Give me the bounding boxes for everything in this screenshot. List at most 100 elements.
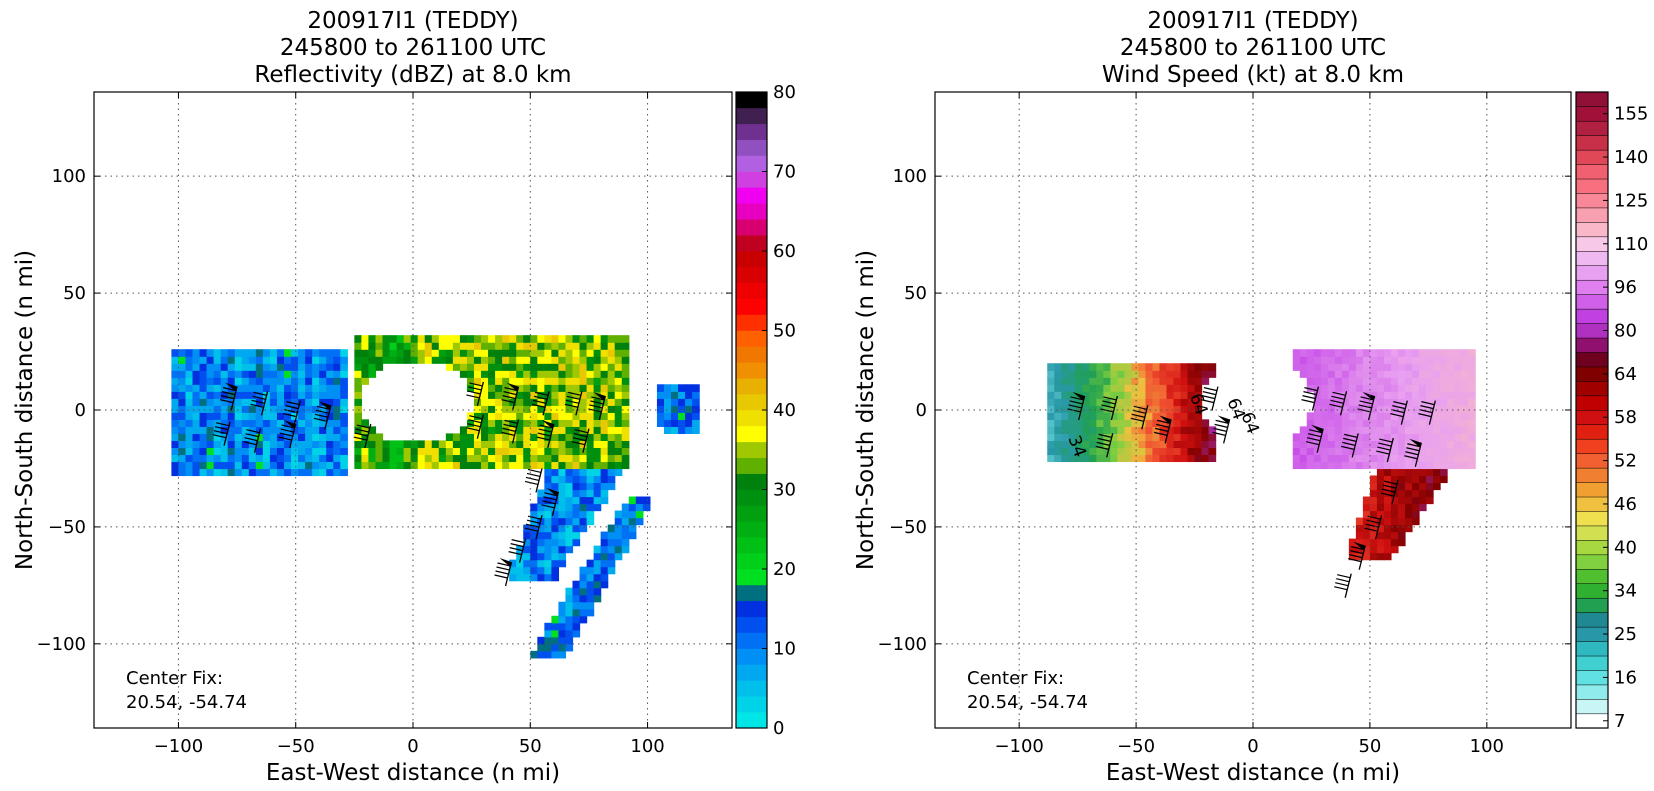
data-cell: [600, 454, 609, 463]
data-cell: [607, 454, 616, 463]
data-cell: [206, 447, 215, 456]
data-cell: [1187, 426, 1196, 434]
colorbar-swatch: [736, 378, 767, 395]
data-cell: [593, 349, 602, 357]
data-cell: [1068, 405, 1076, 413]
colorbar-swatch: [736, 362, 767, 379]
data-cell: [227, 349, 236, 357]
data-cell: [516, 370, 524, 378]
data-cell: [1306, 419, 1315, 427]
data-cell: [565, 377, 574, 385]
data-cell: [1390, 510, 1399, 519]
data-cell: [269, 384, 278, 392]
data-cell: [269, 440, 278, 449]
data-cell: [319, 349, 327, 357]
x-tick-label: 100: [630, 736, 664, 757]
data-cell: [1397, 510, 1406, 519]
data-cell: [565, 615, 574, 624]
data-cell: [192, 426, 201, 434]
data-cell: [551, 412, 560, 420]
data-cell: [283, 391, 292, 399]
data-cell: [1334, 454, 1343, 463]
data-cell: [1383, 433, 1392, 441]
data-cell: [403, 454, 412, 463]
data-cell: [1131, 454, 1140, 463]
data-cell: [1412, 517, 1420, 526]
data-cell: [192, 433, 201, 441]
data-cell: [1173, 454, 1182, 463]
data-cell: [558, 601, 567, 610]
data-cell: [199, 461, 208, 470]
data-cell: [558, 363, 567, 371]
data-cell: [1180, 433, 1189, 441]
data-cell: [551, 356, 560, 364]
data-cell: [600, 384, 609, 392]
data-cell: [1426, 489, 1434, 498]
data-cell: [1327, 377, 1336, 385]
data-cell: [227, 370, 236, 378]
data-cell: [283, 468, 292, 477]
data-cell: [312, 384, 320, 392]
data-cell: [227, 426, 236, 434]
data-cell: [326, 349, 334, 357]
data-cell: [368, 370, 377, 378]
data-cell: [255, 440, 264, 449]
data-cell: [333, 398, 341, 406]
data-cell: [579, 601, 588, 610]
data-cell: [171, 433, 180, 441]
data-cell: [1440, 405, 1448, 413]
data-cell: [1454, 412, 1462, 420]
data-cell: [1166, 370, 1175, 378]
data-cell: [1194, 363, 1203, 371]
data-cell: [417, 342, 426, 350]
data-cell: [600, 419, 609, 427]
data-cell: [171, 447, 180, 456]
data-cell: [452, 461, 461, 470]
data-cell: [368, 433, 377, 441]
data-cell: [1376, 545, 1385, 554]
data-cell: [1082, 412, 1090, 420]
colorbar-swatch: [736, 537, 767, 554]
data-cell: [1173, 405, 1182, 413]
colorbar-swatch: [1575, 337, 1609, 353]
data-cell: [1341, 454, 1350, 463]
colorbar-swatch: [1575, 612, 1609, 628]
wind-barb: [1067, 391, 1086, 421]
data-cell: [1054, 454, 1062, 463]
data-cell: [1313, 412, 1322, 420]
data-cell: [593, 573, 602, 582]
data-cell: [241, 356, 250, 364]
data-cell: [1468, 391, 1476, 399]
data-cell: [565, 335, 574, 343]
colorbar-swatch: [736, 457, 767, 474]
data-cell: [1124, 426, 1133, 434]
data-cell: [502, 447, 510, 456]
data-cell: [551, 454, 560, 463]
data-cell: [1047, 412, 1055, 420]
data-cell: [1194, 433, 1203, 441]
colorbar-swatch: [1575, 250, 1609, 267]
data-cell: [551, 510, 560, 519]
data-cell: [642, 496, 651, 505]
data-cell: [628, 496, 637, 505]
data-cell: [1454, 454, 1462, 463]
data-cell: [283, 405, 292, 413]
data-cell: [1138, 370, 1147, 378]
data-cell: [551, 426, 560, 434]
data-cell: [600, 531, 609, 540]
data-cell: [1362, 412, 1371, 420]
data-cell: [234, 391, 243, 399]
data-cell: [614, 391, 623, 399]
data-cell: [1362, 454, 1371, 463]
data-cell: [1124, 433, 1133, 441]
data-cell: [593, 377, 602, 385]
colorbar-tick-label: 58: [1614, 407, 1637, 428]
data-cell: [1468, 461, 1476, 470]
data-cell: [565, 517, 574, 526]
data-cell: [466, 433, 475, 441]
data-cell: [1376, 468, 1385, 477]
data-cell: [276, 349, 285, 357]
data-cell: [1089, 412, 1097, 420]
data-cell: [185, 447, 194, 456]
data-cell: [340, 412, 348, 420]
